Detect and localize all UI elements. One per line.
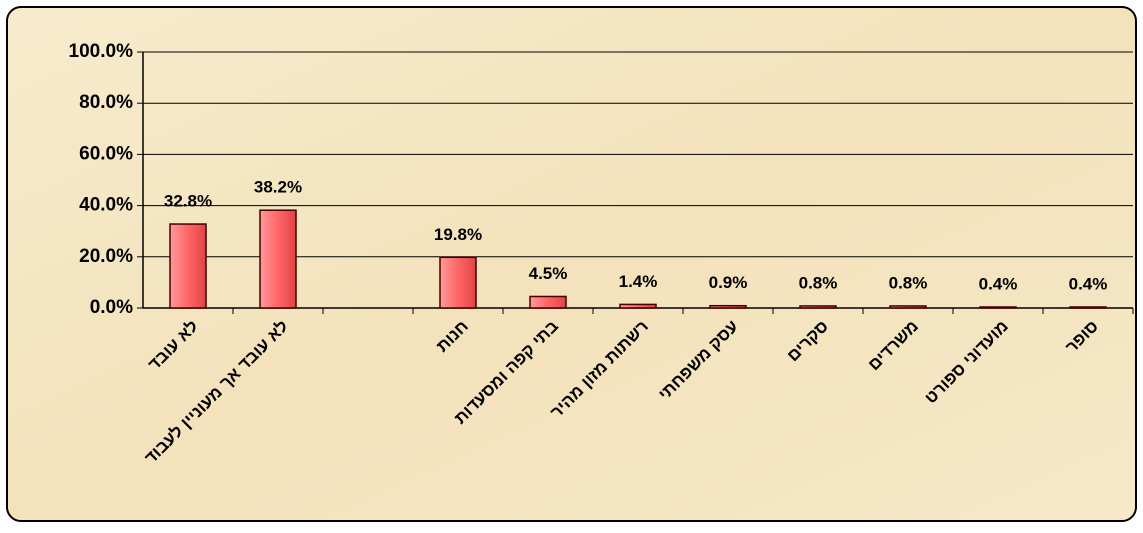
value-label: 0.8% (799, 273, 838, 292)
chart-frame (6, 6, 1137, 522)
value-label: 19.8% (434, 225, 482, 244)
y-tick-label: 40.0% (79, 195, 133, 216)
bar (889, 305, 927, 309)
bar (1069, 306, 1107, 309)
value-label: 0.9% (709, 273, 748, 292)
value-label: 38.2% (254, 178, 302, 197)
bar (619, 303, 657, 309)
bar (709, 304, 747, 309)
bar (979, 306, 1017, 309)
y-tick-label: 80.0% (79, 92, 133, 113)
bar (799, 305, 837, 309)
y-tick-label: 20.0% (79, 246, 133, 267)
y-tick-label: 100.0% (69, 41, 134, 62)
value-label: 4.5% (529, 264, 568, 283)
value-label: 0.4% (979, 274, 1018, 293)
value-label: 1.4% (619, 272, 658, 291)
value-label: 0.4% (1069, 274, 1108, 293)
bar (529, 295, 567, 309)
value-label: 32.8% (164, 192, 212, 211)
y-tick-label: 60.0% (79, 143, 133, 164)
value-label: 0.8% (889, 273, 928, 292)
y-tick-label: 0.0% (90, 297, 133, 318)
bar (439, 256, 477, 309)
bar (169, 223, 207, 309)
bar (259, 209, 297, 309)
